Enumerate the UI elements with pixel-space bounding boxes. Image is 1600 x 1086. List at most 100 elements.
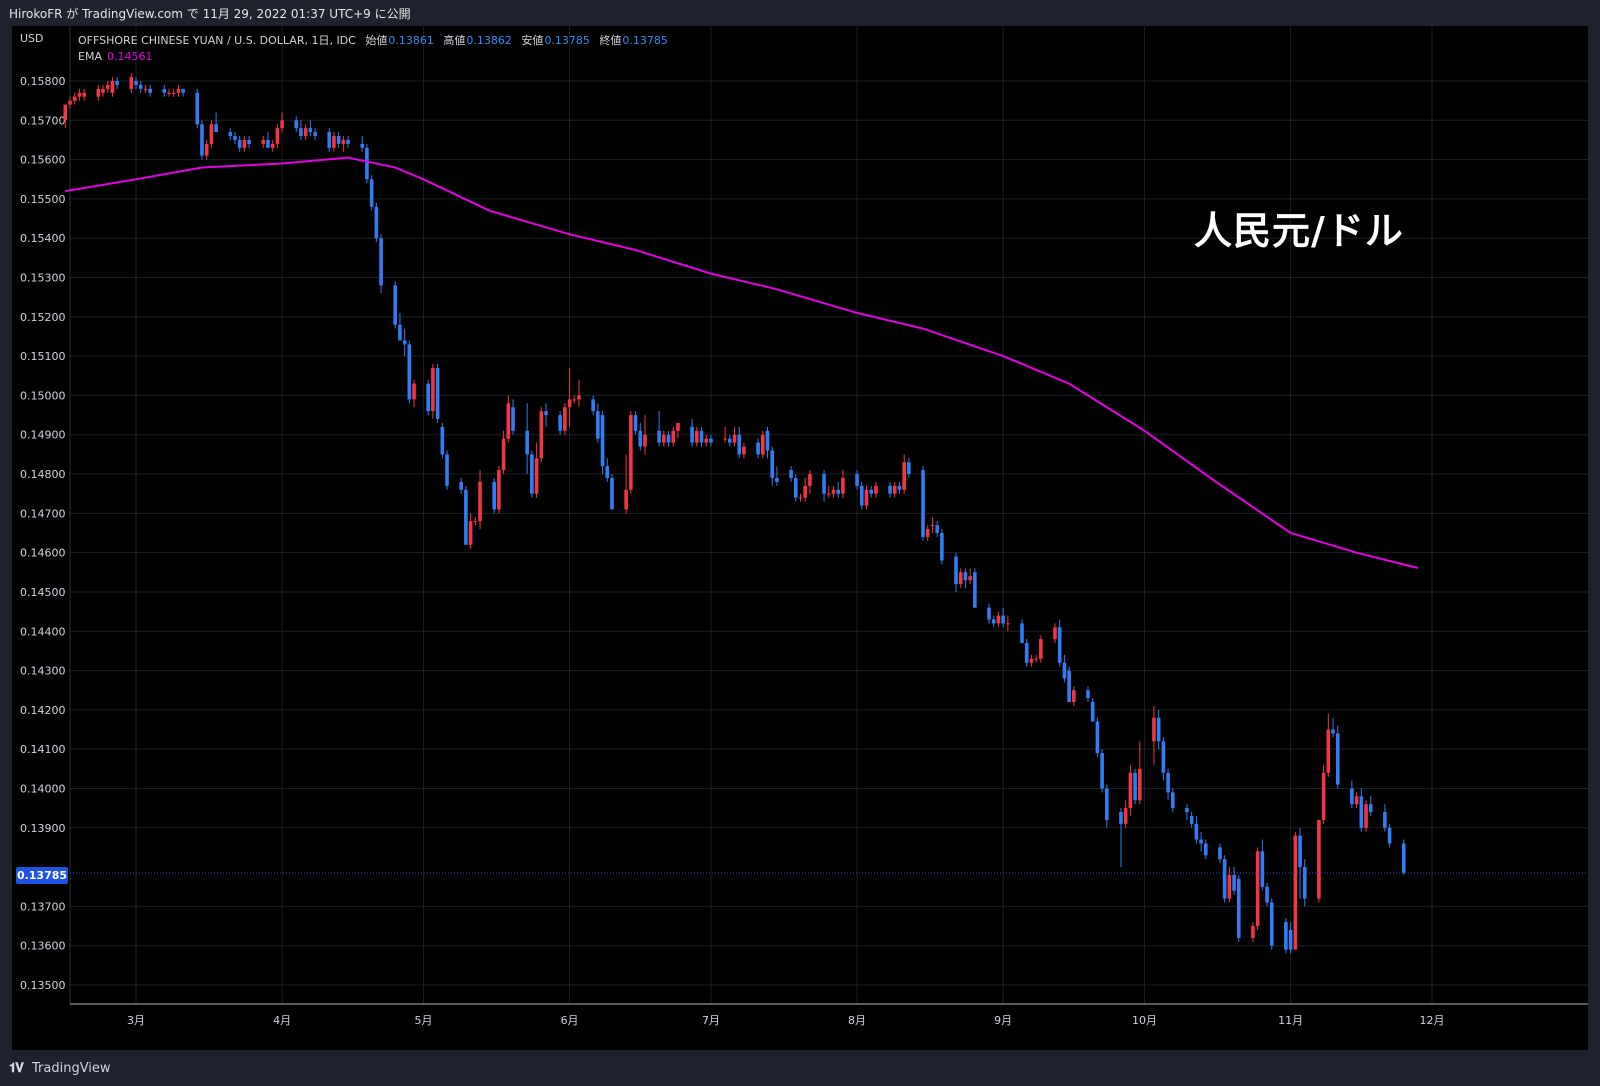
y-tick-label: 0.14400 [20,625,66,638]
candle-body [1364,804,1368,828]
candle-body [765,430,770,451]
y-tick-label: 0.15400 [20,232,66,245]
candle-body [1105,788,1109,820]
x-tick-label: 9月 [994,1014,1012,1027]
candle-body [431,367,435,412]
candle-body [204,143,209,156]
candle-body [1284,922,1288,950]
candle-body [567,399,572,408]
candle-body [591,399,595,412]
candle-body [798,497,803,499]
y-tick-label: 0.14900 [20,429,66,442]
candle-body [666,434,671,443]
candle-body [162,88,167,93]
candle-body [874,485,878,494]
candle-body [195,92,200,125]
candle-body [808,474,812,486]
candle-body [676,422,680,431]
candle-body [1100,753,1104,789]
candle-body [332,136,336,148]
legend-ema-row[interactable]: EMA 0.14561 [78,49,674,65]
candle-body [1350,788,1354,805]
candle-body [176,88,181,93]
candle-body [101,88,105,93]
candle-body [1067,670,1071,703]
candle-body [723,438,727,440]
candle-body [1383,812,1387,828]
candle-body [167,92,171,94]
y-tick-label: 0.14300 [20,665,66,678]
candle-body [996,615,1001,624]
candle-body [341,139,346,144]
candle-body [115,81,119,85]
candle-body [374,206,379,239]
candle-body [987,607,991,620]
y-tick-label: 0.15700 [20,114,66,127]
candle-body [855,474,859,486]
candle-body [1354,796,1359,805]
candle-body [1057,627,1062,663]
axis-unit-label: USD [20,32,44,45]
candle-body [1090,702,1095,722]
candle-body [732,434,737,443]
candle-body [1401,843,1406,873]
candle-body [1232,874,1236,891]
candle-body [624,489,628,510]
candle-body [1194,823,1199,840]
candle-body [539,411,544,459]
candle-body [360,143,365,148]
candle-body [728,438,732,443]
y-tick-label: 0.13900 [20,822,66,835]
candle-body [261,139,266,144]
candle-body [1166,772,1170,793]
candle-body [629,415,633,490]
x-tick-label: 12月 [1420,1014,1445,1027]
candle-body [134,81,138,85]
chart-pane[interactable]: 0.15800 0.15700 0.15600 0.15500 0.15400 0.153… [12,26,1588,1050]
footer-brand[interactable]: TradingView [32,1061,111,1076]
y-tick-label: 0.14000 [20,782,66,795]
candle-body [214,124,218,133]
y-tick-label: 0.15200 [20,311,66,324]
candle-body [921,470,925,537]
legend-symbol[interactable]: OFFSHORE CHINESE YUAN / U.S. DOLLAR, 1日,… [78,34,356,47]
tv-logo-icon[interactable]: 𝟏𝐕 [9,1061,24,1076]
candle-body [96,88,101,97]
candle-body [770,450,775,478]
candle-body [563,407,567,431]
candle-body [294,120,299,129]
candle-body [308,128,313,133]
y-tick-label: 0.14700 [20,507,66,520]
y-tick-label: 0.14100 [20,743,66,756]
candle-body [412,383,416,400]
candle-body [841,477,845,494]
x-tick-label: 7月 [702,1014,720,1027]
price-chart[interactable]: 0.15800 0.15700 0.15600 0.15500 0.15400 0.153… [12,26,1588,1050]
last-price-tag: 0.13785 [16,867,68,884]
candle-body [237,139,242,148]
candle-body [1359,796,1364,828]
candle-body [596,411,600,439]
candle-body [1006,623,1010,625]
candle-body [963,572,968,581]
x-tick-label: 11月 [1278,1014,1303,1027]
candle-body [822,474,826,494]
candle-body [690,426,694,443]
candle-body [1251,926,1255,938]
candle-body [525,430,529,455]
candle-body [907,462,911,475]
candle-body [869,489,873,494]
candle-body [77,92,82,97]
candle-body [662,434,666,443]
candle-body [1302,867,1307,899]
candle-body [925,529,930,537]
chart-overlay-title: 人民元/ドル [1194,209,1404,253]
candle-body [1095,721,1100,754]
candle-body [280,120,284,129]
candle-body [1189,815,1194,824]
candle-body [1119,812,1123,824]
x-tick-label: 3月 [127,1014,145,1027]
candle-body [742,446,746,455]
candle-body [346,139,350,144]
candle-body [393,285,397,325]
